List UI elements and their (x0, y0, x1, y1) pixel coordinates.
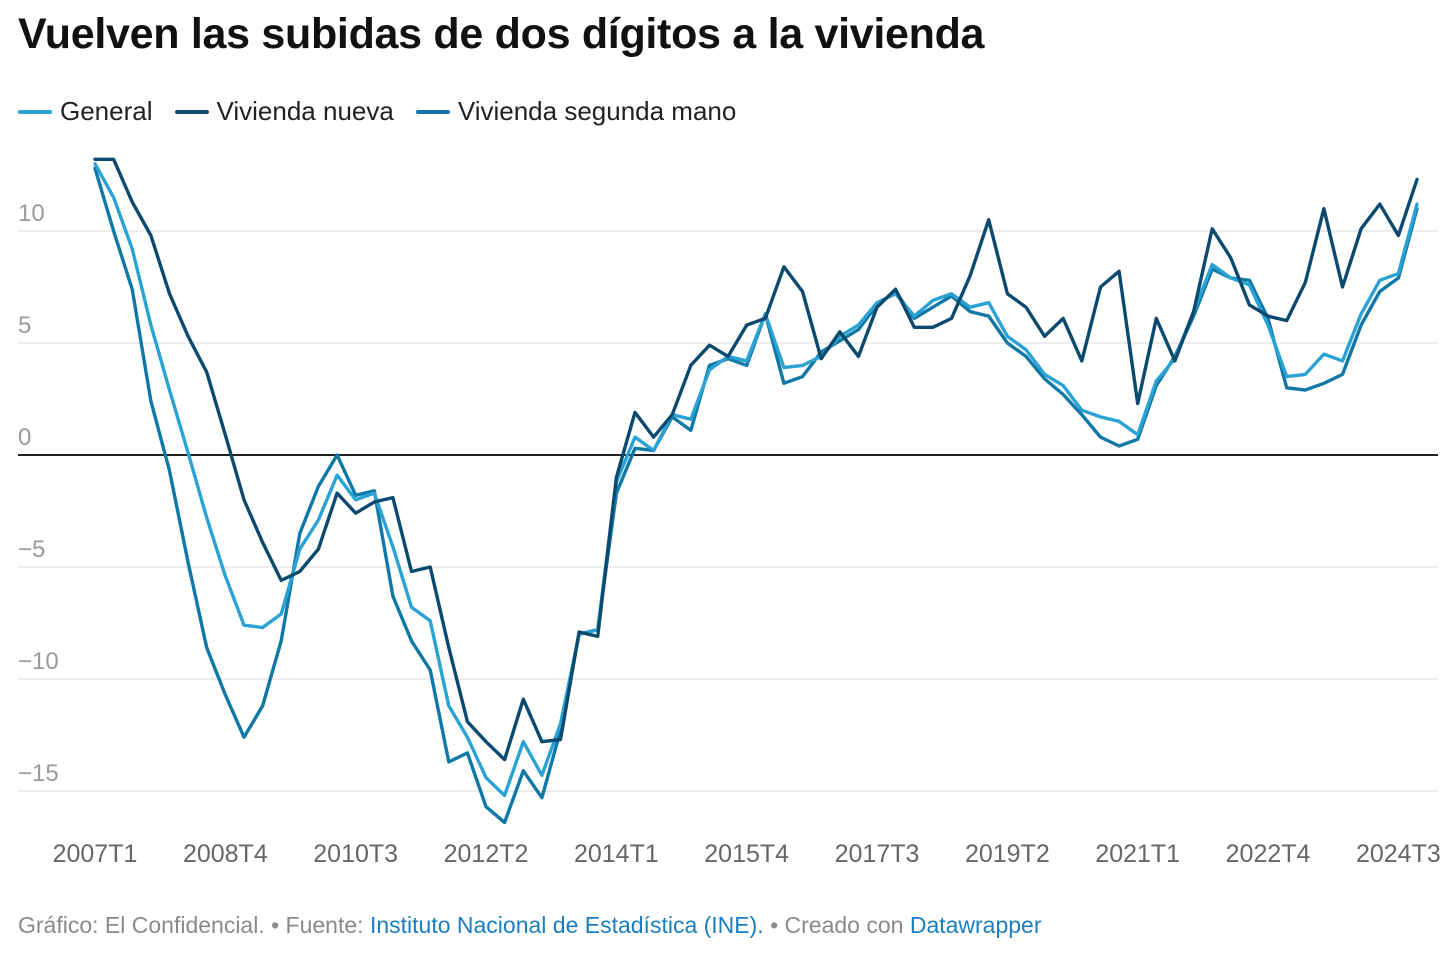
legend-label-vivienda-nueva: Vivienda nueva (216, 96, 394, 126)
y-tick-label: 10 (18, 200, 45, 227)
footer-tool-link[interactable]: Datawrapper (909, 912, 1042, 938)
x-tick-label: 2017T3 (835, 840, 920, 868)
x-tick-label: 2022T4 (1226, 840, 1311, 868)
chart-footer: Gráfico: El Confidencial. • Fuente: Inst… (18, 912, 1042, 939)
x-tick-label: 2024T3 (1356, 840, 1441, 868)
footer-source-link[interactable]: Instituto Nacional de Estadística (INE). (369, 912, 764, 938)
y-tick-label: −5 (18, 536, 45, 563)
x-tick-label: 2019T2 (965, 840, 1050, 868)
x-tick-label: 2008T4 (183, 840, 268, 868)
x-tick-label: 2010T3 (313, 840, 398, 868)
chart-legend: General Vivienda nueva Vivienda segunda … (18, 96, 758, 127)
footer-credit: Gráfico: El Confidencial. • Fuente: (18, 912, 370, 938)
footer-created-with: • Creado con (763, 912, 910, 938)
x-tick-label: 2015T4 (704, 840, 789, 868)
x-tick-label: 2012T2 (444, 840, 529, 868)
series-line-vivienda-nueva (93, 157, 1419, 762)
legend-swatch-general (18, 109, 52, 114)
legend-label-vivienda-segunda-mano: Vivienda segunda mano (457, 96, 737, 126)
legend-item-vivienda-segunda-mano: Vivienda segunda mano (415, 96, 737, 127)
x-tick-label: 2014T1 (574, 840, 659, 868)
y-tick-label: −10 (18, 648, 59, 675)
legend-swatch-vivienda-nueva (174, 109, 209, 114)
y-tick-label: −15 (18, 760, 59, 787)
series-line-vivienda-segunda-mano (93, 166, 1419, 825)
x-tick-label: 2007T1 (53, 840, 138, 868)
legend-swatch-vivienda-segunda-mano (415, 109, 450, 114)
legend-item-general: General (18, 96, 153, 127)
legend-label-general: General (60, 96, 153, 126)
y-tick-label: 5 (18, 312, 31, 339)
line-chart: −15 −10 −5 0 5 10 2007T1 2008T4 2010T3 2012T2 2014… (18, 157, 1441, 868)
series-line-general (93, 162, 1419, 798)
x-tick-label: 2021T1 (1095, 840, 1180, 868)
chart-title: Vuelven las subidas de dos dígitos a la … (18, 10, 985, 58)
y-tick-label: 0 (18, 424, 31, 451)
legend-item-vivienda-nueva: Vivienda nueva (174, 96, 394, 127)
